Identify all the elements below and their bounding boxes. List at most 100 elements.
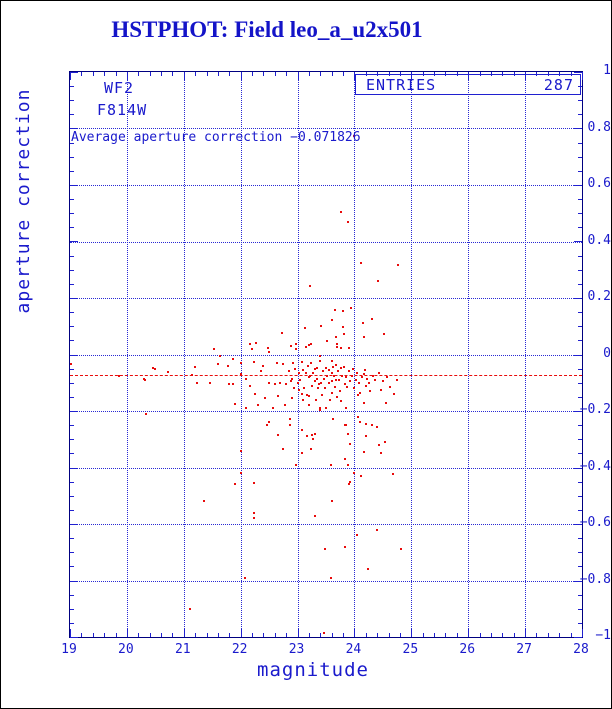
y-major-tick (70, 524, 78, 525)
x-minor-tick (161, 633, 162, 637)
y-minor-tick (70, 623, 74, 624)
x-major-tick (127, 72, 128, 80)
data-point (298, 372, 300, 374)
data-point (292, 362, 294, 364)
data-point (325, 367, 327, 369)
y-major-tick (574, 524, 582, 525)
data-point (311, 385, 313, 387)
x-major-tick (241, 72, 242, 80)
data-point (324, 387, 326, 389)
data-point (342, 310, 344, 312)
data-point (345, 424, 347, 426)
data-point (305, 372, 307, 374)
data-point (319, 360, 321, 362)
x-minor-tick (195, 633, 196, 637)
data-point (279, 382, 281, 384)
data-point (299, 379, 301, 381)
data-point (357, 416, 359, 418)
y-minor-tick (578, 199, 582, 200)
data-point (154, 368, 156, 370)
camera-label: WF2 (104, 79, 135, 97)
x-tick-label: 27 (516, 642, 532, 657)
x-tick-label: 22 (231, 642, 248, 657)
x-major-tick (468, 72, 469, 80)
data-point (343, 333, 345, 335)
entries-box: ENTRIES 287 (355, 74, 581, 95)
y-minor-tick (578, 439, 582, 440)
x-minor-tick (81, 633, 82, 637)
data-point (298, 389, 300, 391)
data-point (331, 319, 333, 321)
data-point (336, 396, 338, 398)
y-major-tick (70, 637, 78, 638)
data-point (326, 340, 328, 342)
y-tick-label: 0.4 (587, 232, 611, 248)
data-point (348, 483, 350, 485)
vertical-gridline (298, 72, 299, 637)
y-minor-tick (70, 496, 74, 497)
data-point (389, 386, 391, 388)
data-point (378, 372, 380, 374)
y-tick-label: −0.2 (579, 402, 611, 417)
data-point (335, 336, 337, 338)
data-point (253, 512, 255, 514)
data-point (314, 368, 316, 370)
y-minor-tick (70, 312, 74, 313)
x-minor-tick (81, 72, 82, 76)
y-minor-tick (70, 609, 74, 610)
x-major-tick (241, 629, 242, 637)
y-minor-tick (578, 482, 582, 483)
data-point (293, 387, 295, 389)
x-minor-tick (320, 633, 321, 637)
data-point (244, 577, 246, 579)
y-minor-tick (70, 595, 74, 596)
y-minor-tick (70, 199, 74, 200)
data-point (289, 418, 291, 420)
x-minor-tick (138, 633, 139, 637)
x-minor-tick (571, 633, 572, 637)
data-point (234, 403, 236, 405)
x-tick-label: 28 (573, 642, 589, 657)
y-major-tick (574, 128, 582, 129)
x-minor-tick (423, 633, 424, 637)
y-minor-tick (578, 453, 582, 454)
data-point (348, 347, 350, 349)
data-point (380, 452, 382, 454)
data-point (288, 370, 290, 372)
y-minor-tick (70, 453, 74, 454)
data-point (334, 309, 336, 311)
data-point (289, 424, 291, 426)
y-minor-tick (70, 157, 74, 158)
y-minor-tick (70, 397, 74, 398)
entries-value: 287 (543, 76, 574, 94)
x-minor-tick (366, 633, 367, 637)
x-major-tick (354, 72, 355, 80)
data-point (337, 370, 339, 372)
entries-label: ENTRIES (366, 76, 437, 94)
data-point (253, 517, 255, 519)
data-point (251, 348, 253, 350)
data-point (310, 362, 312, 364)
data-point (264, 397, 266, 399)
data-point (284, 404, 286, 406)
data-point (319, 355, 321, 357)
data-point (196, 382, 198, 384)
x-minor-tick (548, 633, 549, 637)
data-point (217, 363, 219, 365)
data-point (304, 327, 306, 329)
x-major-tick (468, 629, 469, 637)
data-point (340, 367, 342, 369)
data-point (378, 444, 380, 446)
data-point (302, 399, 304, 401)
data-point (308, 395, 310, 397)
y-minor-tick (70, 143, 74, 144)
y-minor-tick (70, 425, 74, 426)
y-minor-tick (578, 595, 582, 596)
x-minor-tick (286, 633, 287, 637)
data-point (301, 452, 303, 454)
x-minor-tick (343, 72, 344, 76)
x-minor-tick (559, 633, 560, 637)
data-point (268, 351, 270, 353)
data-point (297, 382, 299, 384)
